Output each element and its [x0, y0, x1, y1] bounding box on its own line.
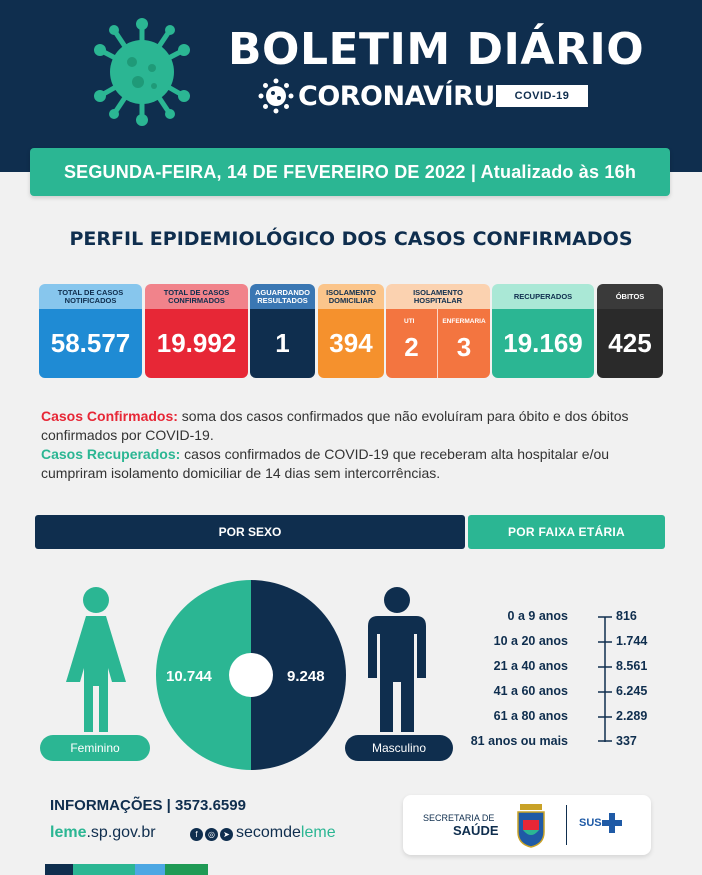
instagram-icon[interactable]: ◎	[205, 827, 218, 841]
logo-divider	[566, 805, 567, 845]
age-row: 21 a 40 anos 8.561	[470, 659, 670, 679]
def-confirmados-text: soma dos casos confirmados que não evolu…	[41, 408, 629, 443]
card-label: ISOLAMENTO HOSPITALAR	[386, 284, 490, 309]
age-label: 81 anos ou mais	[470, 734, 568, 748]
logos-box: SECRETARIA DE SAÚDE SUS	[403, 795, 651, 855]
age-value: 8.561	[616, 659, 648, 673]
card-value-split: UTI 2 ENFERMARIA 3	[386, 309, 490, 378]
header: BOLETIM DIÁRIO CORONAVÍRUS COVID-19	[0, 0, 702, 172]
age-row: 61 a 80 anos 2.289	[470, 709, 670, 729]
card-aguardando: AGUARDANDO RESULTADOS 1	[250, 284, 315, 378]
social-handle[interactable]: secomdeleme	[236, 824, 336, 842]
card-label: RECUPERADOS	[492, 284, 594, 309]
info-phone: INFORMAÇÕES | 3573.6599	[50, 797, 246, 814]
def-recuperados-key: Casos Recuperados:	[41, 446, 181, 462]
def-recuperados-text: casos confirmados de COVID-19 que recebe…	[41, 446, 610, 481]
coronavirus-label: CORONAVÍRUS	[298, 80, 514, 112]
age-row: 10 a 20 anos 1.744	[470, 634, 670, 654]
handle-pre: secomde	[236, 824, 301, 841]
age-label: 21 a 40 anos	[493, 659, 568, 673]
footer-color-strip	[45, 864, 208, 875]
coronavirus-row: CORONAVÍRUS	[258, 78, 514, 114]
website-link[interactable]: leme.sp.gov.br	[50, 824, 156, 842]
female-icon	[66, 587, 126, 732]
enfermaria-label: ENFERMARIA	[442, 318, 486, 325]
leme-crest-icon	[517, 804, 545, 848]
section-title: PERFIL EPIDEMIOLÓGICO DOS CASOS CONFIRMA…	[69, 228, 633, 250]
card-recuperados: RECUPERADOS 19.169	[492, 284, 594, 378]
age-value: 816	[616, 609, 637, 623]
feminino-label: Feminino	[40, 735, 150, 761]
pie-slice-feminino	[156, 580, 251, 770]
card-value: 19.169	[492, 309, 594, 378]
secretaria-name: SAÚDE	[453, 823, 499, 838]
card-value: 1	[250, 309, 315, 378]
coronavirus-icon	[258, 78, 294, 114]
card-label: ISOLAMENTO DOMICILIAR	[318, 284, 384, 309]
age-label: 0 a 9 anos	[507, 609, 568, 623]
card-label: TOTAL DE CASOS NOTIFICADOS	[39, 284, 142, 309]
age-label: 41 a 60 anos	[493, 684, 568, 698]
social-icons: f ◎ ➤	[190, 825, 233, 843]
card-value: 19.992	[145, 309, 248, 378]
date-text: SEGUNDA-FEIRA, 14 DE FEVEREIRO DE 2022 |…	[63, 162, 637, 182]
handle-bold: leme	[300, 824, 336, 841]
por-sexo-header: POR SEXO	[35, 515, 465, 549]
age-value: 1.744	[616, 634, 648, 648]
age-value: 6.245	[616, 684, 648, 698]
bulletin-title: BOLETIM DIÁRIO	[228, 24, 645, 75]
age-value: 337	[616, 734, 637, 748]
card-isolamento-hospitalar: ISOLAMENTO HOSPITALAR UTI 2 ENFERMARIA 3	[386, 284, 490, 378]
por-faixa-header: POR FAIXA ETÁRIA	[468, 515, 665, 549]
age-label: 10 a 20 anos	[493, 634, 568, 648]
site-bold: leme	[50, 824, 87, 841]
masculino-label: Masculino	[345, 735, 453, 761]
pie-slice-masculino	[251, 580, 346, 770]
uti-cell: UTI 2	[386, 309, 438, 378]
card-value: 58.577	[39, 309, 142, 378]
male-icon	[368, 587, 426, 732]
feminino-value: 10.744	[166, 668, 212, 685]
masculino-value: 9.248	[287, 668, 325, 685]
def-confirmados-key: Casos Confirmados:	[41, 408, 178, 424]
enfermaria-cell: ENFERMARIA 3	[438, 309, 490, 378]
card-obitos: ÓBITOS 425	[597, 284, 663, 378]
card-total-notificados: TOTAL DE CASOS NOTIFICADOS 58.577	[39, 284, 142, 378]
sus-label: SUS	[579, 817, 602, 829]
age-row: 41 a 60 anos 6.245	[470, 684, 670, 704]
card-value: 425	[597, 309, 663, 378]
covid-badge: COVID-19	[496, 85, 588, 107]
age-row: 0 a 9 anos 816	[470, 609, 670, 629]
definitions: Casos Confirmados: soma dos casos confir…	[41, 407, 661, 483]
age-connector	[598, 616, 612, 742]
card-label: TOTAL DE CASOS CONFIRMADOS	[145, 284, 248, 309]
card-label: AGUARDANDO RESULTADOS	[250, 284, 315, 309]
sex-pie-chart	[156, 580, 346, 770]
facebook-icon[interactable]: f	[190, 827, 203, 841]
sus-cross-icon	[602, 813, 622, 833]
age-row: 81 anos ou mais 337	[470, 734, 670, 754]
card-isolamento-domiciliar: ISOLAMENTO DOMICILIAR 394	[318, 284, 384, 378]
site-rest: .sp.gov.br	[86, 824, 156, 841]
uti-value: 2	[404, 332, 419, 362]
telegram-icon[interactable]: ➤	[220, 827, 233, 841]
date-bar: SEGUNDA-FEIRA, 14 DE FEVEREIRO DE 2022 |…	[30, 148, 670, 196]
virus-icon	[94, 18, 190, 126]
age-label: 61 a 80 anos	[493, 709, 568, 723]
card-value: 394	[318, 309, 384, 378]
age-value: 2.289	[616, 709, 648, 723]
secretaria-label: SECRETARIA DE	[423, 813, 495, 823]
enfermaria-value: 3	[456, 332, 472, 362]
card-label: ÓBITOS	[597, 284, 663, 309]
uti-label: UTI	[404, 318, 415, 325]
card-total-confirmados: TOTAL DE CASOS CONFIRMADOS 19.992	[145, 284, 248, 378]
